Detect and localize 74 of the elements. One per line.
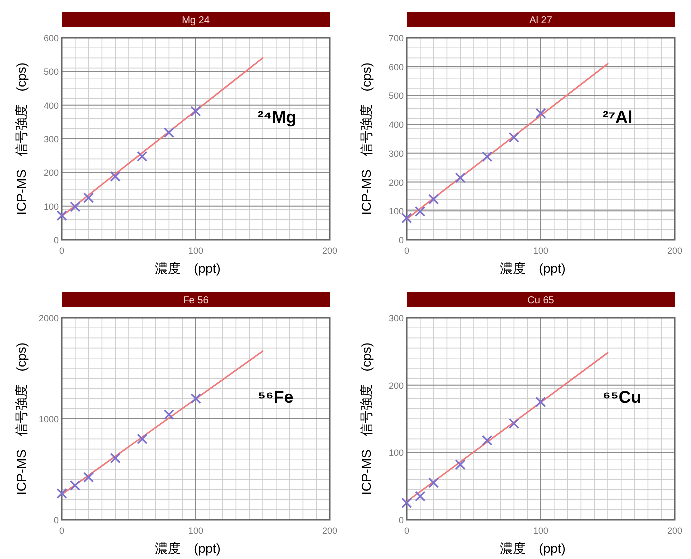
y-tick-label: 0 [398, 236, 404, 246]
x-tick-label: 200 [322, 246, 338, 256]
point [56, 488, 68, 500]
annotation: ²⁷Al [603, 108, 633, 127]
y-tick-label: 600 [388, 62, 404, 72]
chart-title: Al 27 [530, 16, 553, 26]
point [536, 396, 546, 408]
annotation: ⁵⁶Fe [258, 388, 294, 407]
y-tick-label: 2000 [38, 314, 59, 324]
y-tick-label: 600 [44, 34, 59, 44]
point [110, 453, 121, 464]
point [190, 394, 202, 404]
x-tick-label: 200 [322, 526, 338, 536]
point [164, 128, 174, 138]
point [482, 435, 493, 446]
point [84, 472, 94, 483]
point [137, 151, 148, 162]
point [402, 498, 412, 508]
point [70, 202, 81, 212]
y-axis-title: ICP-MS 信号強度 (cps) [359, 342, 374, 496]
x-tick-label: 100 [533, 526, 549, 536]
y-tick-label: 300 [388, 148, 404, 159]
y-tick-label: 400 [44, 100, 59, 111]
x-axis-title: 濃度 (ppt) [500, 261, 566, 276]
y-tick-label: 1000 [38, 414, 59, 424]
point [455, 172, 466, 184]
y-axis-title: ICP-MS 信号強度 (cps) [14, 342, 29, 496]
chart-title: Cu 65 [528, 296, 555, 306]
point [508, 132, 520, 143]
y-tick-label: 0 [54, 236, 59, 246]
y-tick-label: 300 [44, 134, 59, 144]
x-tick-label: 100 [188, 246, 204, 256]
y-tick-label: 200 [388, 380, 404, 391]
y-tick-label: 0 [398, 516, 404, 526]
x-tick-label: 200 [667, 526, 683, 536]
point [402, 213, 412, 224]
y-tick-label: 700 [388, 34, 404, 44]
point [56, 210, 68, 222]
point [415, 491, 426, 502]
annotation: ²⁴Mg [258, 108, 297, 127]
y-tick-label: 500 [388, 91, 404, 102]
x-axis-title: 濃度 (ppt) [500, 541, 566, 556]
point [482, 152, 493, 162]
y-tick-label: 100 [44, 202, 59, 212]
y-tick-label: 100 [388, 206, 404, 217]
point [415, 206, 426, 218]
point [70, 480, 81, 491]
y-tick-label: 400 [388, 120, 404, 130]
point [428, 194, 440, 205]
point [428, 478, 440, 488]
y-tick-label: 0 [54, 516, 59, 526]
point [84, 192, 94, 204]
point [164, 410, 174, 420]
x-tick-label: 100 [188, 526, 204, 536]
point [190, 106, 202, 117]
x-tick-label: 200 [667, 246, 683, 256]
x-tick-label: 100 [533, 246, 549, 256]
x-axis-title: 濃度 (ppt) [155, 261, 221, 276]
annotation: ⁶⁵Cu [603, 388, 642, 407]
chart-title: Fe 56 [183, 296, 210, 306]
y-tick-label: 200 [44, 168, 59, 178]
chart-title: Mg 24 [182, 16, 210, 26]
y-tick-label: 500 [44, 67, 59, 78]
y-axis-title: ICP-MS 信号強度 (cps) [14, 62, 29, 216]
point [455, 459, 466, 470]
point [536, 108, 546, 119]
y-tick-label: 200 [388, 178, 404, 188]
y-tick-label: 300 [388, 314, 404, 324]
point [508, 418, 520, 430]
x-axis-title: 濃度 (ppt) [155, 541, 221, 556]
point [137, 434, 148, 444]
y-tick-label: 100 [388, 448, 404, 458]
point [110, 171, 121, 182]
y-axis-title: ICP-MS 信号強度 (cps) [359, 62, 374, 216]
